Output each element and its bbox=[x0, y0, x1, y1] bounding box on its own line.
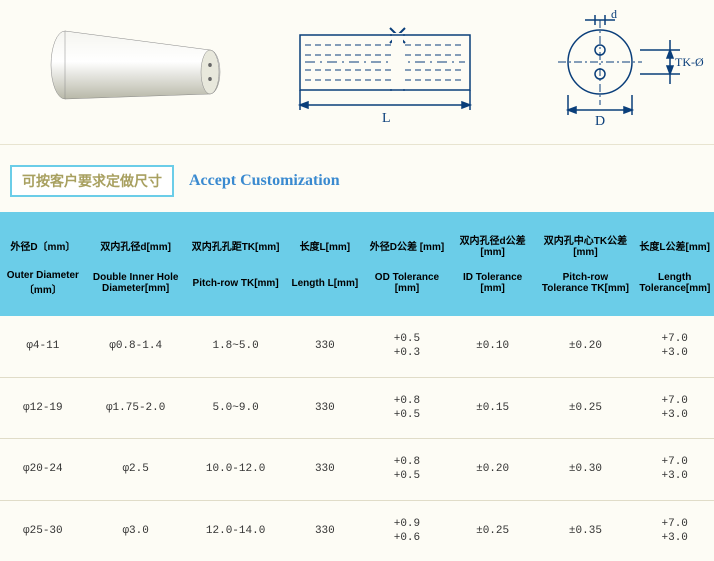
cell-TKtol: ±0.30 bbox=[535, 439, 635, 501]
col-header-cn: 长度L[mm] bbox=[286, 212, 365, 264]
cell-d: φ2.5 bbox=[86, 439, 186, 501]
col-header-cn: 双内孔径d公差 [mm] bbox=[450, 212, 536, 264]
col-header-en: Pitch-row TK[mm] bbox=[186, 264, 286, 316]
table-row: φ25-30φ3.012.0-14.0330+0.9+0.6±0.25±0.35… bbox=[0, 500, 714, 561]
cell-L: 330 bbox=[286, 316, 365, 377]
cell-TKtol: ±0.20 bbox=[535, 316, 635, 377]
cell-TK: 10.0-12.0 bbox=[186, 439, 286, 501]
cell-Ltol: +7.0+3.0 bbox=[635, 439, 714, 501]
cell-IDtol: ±0.10 bbox=[450, 316, 536, 377]
heading-row: 可按客户要求定做尺寸 Accept Customization bbox=[10, 165, 714, 197]
col-header-cn: 外径D公差 [mm] bbox=[364, 212, 450, 264]
cell-D: φ20-24 bbox=[0, 439, 86, 501]
col-header-en: Pitch-row Tolerance TK[mm] bbox=[535, 264, 635, 316]
col-header-en: Outer Diameter〔mm〕 bbox=[0, 264, 86, 316]
cell-L: 330 bbox=[286, 377, 365, 439]
cell-ODtol: +0.8+0.5 bbox=[364, 377, 450, 439]
cell-TK: 1.8~5.0 bbox=[186, 316, 286, 377]
col-header-cn: 双内孔径d[mm] bbox=[86, 212, 186, 264]
col-header-en: Length Tolerance[mm] bbox=[635, 264, 714, 316]
heading-cn: 可按客户要求定做尺寸 bbox=[10, 165, 174, 197]
col-header-en: Double Inner Hole Diameter[mm] bbox=[86, 264, 186, 316]
end-view-icon bbox=[558, 15, 680, 115]
technical-diagram: L d TK-Ø D bbox=[0, 0, 714, 145]
rod-3d-icon bbox=[51, 31, 220, 99]
spec-table: 外径D〔mm〕双内孔径d[mm]双内孔孔距TK[mm]长度L[mm]外径D公差 … bbox=[0, 212, 714, 561]
cell-D: φ25-30 bbox=[0, 500, 86, 561]
cell-IDtol: ±0.15 bbox=[450, 377, 536, 439]
col-header-cn: 外径D〔mm〕 bbox=[0, 212, 86, 264]
cell-Ltol: +7.0+3.0 bbox=[635, 500, 714, 561]
col-header-cn: 双内孔孔距TK[mm] bbox=[186, 212, 286, 264]
cell-d: φ0.8-1.4 bbox=[86, 316, 186, 377]
label-TK: TK-Ø bbox=[675, 55, 704, 69]
cell-d: φ1.75-2.0 bbox=[86, 377, 186, 439]
cell-D: φ4-11 bbox=[0, 316, 86, 377]
cell-L: 330 bbox=[286, 500, 365, 561]
col-header-en: OD Tolerance [mm] bbox=[364, 264, 450, 316]
cell-ODtol: +0.5+0.3 bbox=[364, 316, 450, 377]
cell-d: φ3.0 bbox=[86, 500, 186, 561]
table-body: φ4-11φ0.8-1.41.8~5.0330+0.5+0.3±0.10±0.2… bbox=[0, 316, 714, 561]
side-view-icon bbox=[300, 28, 470, 110]
col-header-en: Length L[mm] bbox=[286, 264, 365, 316]
heading-en: Accept Customization bbox=[189, 172, 340, 190]
cell-IDtol: ±0.25 bbox=[450, 500, 536, 561]
cell-TKtol: ±0.35 bbox=[535, 500, 635, 561]
cell-TKtol: ±0.25 bbox=[535, 377, 635, 439]
cell-IDtol: ±0.20 bbox=[450, 439, 536, 501]
col-header-cn: 双内孔中心TK公差 [mm] bbox=[535, 212, 635, 264]
cell-TK: 5.0~9.0 bbox=[186, 377, 286, 439]
cell-ODtol: +0.8+0.5 bbox=[364, 439, 450, 501]
table-row: φ4-11φ0.8-1.41.8~5.0330+0.5+0.3±0.10±0.2… bbox=[0, 316, 714, 377]
col-header-cn: 长度L公差[mm] bbox=[635, 212, 714, 264]
label-L: L bbox=[382, 111, 391, 126]
table-header: 外径D〔mm〕双内孔径d[mm]双内孔孔距TK[mm]长度L[mm]外径D公差 … bbox=[0, 212, 714, 316]
cell-Ltol: +7.0+3.0 bbox=[635, 377, 714, 439]
label-D: D bbox=[595, 114, 605, 129]
table-row: φ12-19φ1.75-2.05.0~9.0330+0.8+0.5±0.15±0… bbox=[0, 377, 714, 439]
label-d: d bbox=[611, 10, 617, 21]
cell-L: 330 bbox=[286, 439, 365, 501]
cell-D: φ12-19 bbox=[0, 377, 86, 439]
col-header-en: ID Tolerance [mm] bbox=[450, 264, 536, 316]
cell-ODtol: +0.9+0.6 bbox=[364, 500, 450, 561]
table-row: φ20-24φ2.510.0-12.0330+0.8+0.5±0.20±0.30… bbox=[0, 439, 714, 501]
cell-Ltol: +7.0+3.0 bbox=[635, 316, 714, 377]
cell-TK: 12.0-14.0 bbox=[186, 500, 286, 561]
